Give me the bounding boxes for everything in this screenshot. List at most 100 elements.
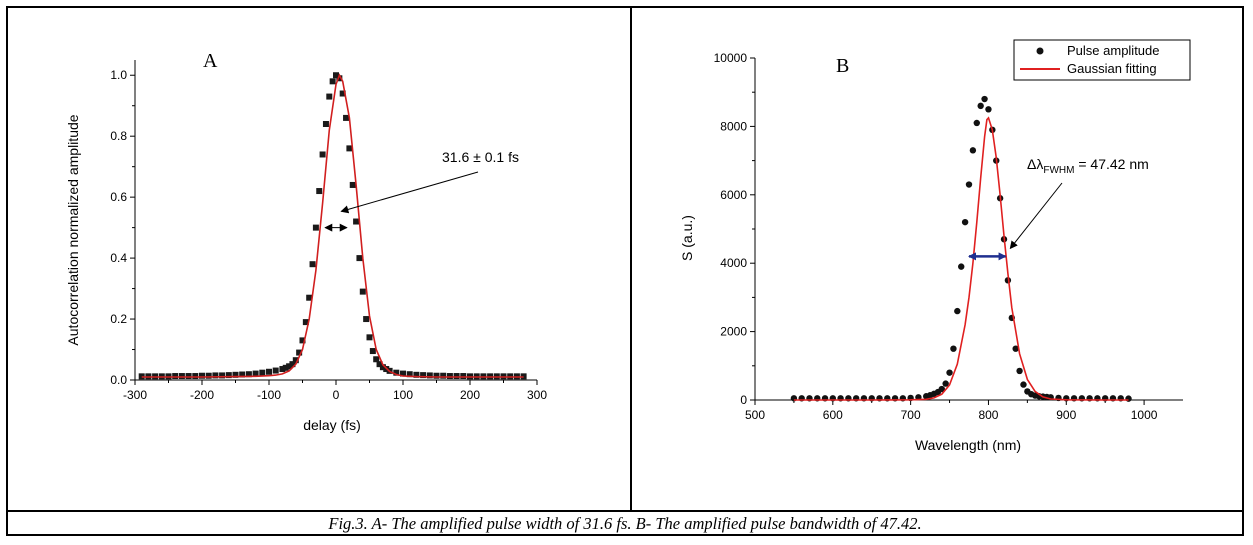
panel-a-data-point	[446, 373, 453, 380]
panel-a-y-tick-label: 1.0	[110, 68, 127, 82]
panel-b-annotation-pointer	[1009, 182, 1063, 250]
panel-b-xlabel: Wavelength (nm)	[915, 437, 1021, 453]
panel-b-y-tick-label: 2000	[720, 325, 747, 339]
panel-b-data-point	[981, 95, 988, 103]
panel-a-data-point	[413, 371, 420, 378]
panel-b-x-tick-label: 600	[823, 408, 843, 422]
panel-b-y-tick-label: 4000	[720, 256, 747, 270]
legend-label-gaussian-fitting: Gaussian fitting	[1067, 61, 1157, 76]
panel-b-x-tick-label: 500	[745, 408, 765, 422]
panel-b-data-point	[958, 263, 965, 270]
panel-a-data-point	[379, 364, 386, 371]
panel-a-data-point	[326, 93, 333, 100]
panel-a-data-point	[279, 366, 286, 373]
panel-b-data-point	[961, 218, 969, 226]
panel-a-x-tick-label: 100	[393, 388, 413, 402]
panel-a-data-point	[232, 371, 239, 378]
annotation-delta-lambda: Δλ	[1027, 156, 1043, 172]
annotation-value: = 47.42 nm	[1074, 156, 1148, 172]
figure-frame	[6, 6, 1244, 536]
panel-a-x-tick-label: -300	[123, 388, 147, 402]
panel-a-data-point	[329, 78, 336, 85]
panel-a-label: A	[203, 50, 218, 72]
panel-a-data-point	[185, 373, 192, 380]
panel-b-data-point	[946, 369, 953, 376]
panel-b-data-point	[942, 380, 949, 387]
panel-b-y-tick-label: 0	[740, 393, 747, 407]
panel-a-data-point	[299, 337, 306, 344]
panel-a-y-tick-label: 0.2	[110, 312, 127, 326]
panel-a-data-point	[309, 261, 316, 268]
panel-a-data-point	[259, 369, 266, 376]
panel-a-data-point	[319, 151, 326, 158]
panel-a-data-point	[252, 370, 259, 377]
panel-b-ylabel: S (a.u.)	[679, 215, 695, 261]
panel-a-data-point	[353, 218, 360, 225]
panel-b-x-tick-label: 700	[901, 408, 921, 422]
panel-a-data-point	[349, 181, 356, 188]
panel-a-data-point	[366, 334, 373, 341]
panel-a-y-tick-label: 0.8	[110, 129, 127, 143]
panel-a-annotation: 31.6 ± 0.1 fs	[442, 149, 519, 165]
panel-b-data-point	[938, 385, 945, 393]
panel-a-y-tick-label: 0.6	[110, 190, 127, 204]
panel-b-y-tick-label: 8000	[720, 119, 747, 133]
panel-b-data-point	[1125, 395, 1132, 402]
panel-b-data-point	[985, 106, 992, 113]
panel-a-data-point	[316, 188, 323, 195]
panel-a-data-point	[239, 371, 246, 378]
legend: Pulse amplitude Gaussian fitting	[1013, 39, 1191, 81]
panel-a-data-point	[333, 72, 339, 79]
panel-b-data-point	[969, 147, 977, 154]
panel-a-data-point	[205, 372, 212, 379]
panel-b-data-point	[977, 102, 984, 110]
panel-a-annotation-pointer	[340, 171, 479, 214]
panel-a-data-point	[286, 363, 293, 370]
panel-a-data-point	[289, 361, 296, 368]
panel-b-x-tick-label: 800	[978, 408, 998, 422]
panel-b-fit-line	[793, 116, 1129, 401]
panel-a-data-point	[245, 371, 252, 378]
panel-a-data-point	[296, 349, 303, 356]
panel-a-x-tick-label: -200	[190, 388, 214, 402]
panel-a-data-point	[460, 373, 467, 380]
panel-a-data-point	[343, 114, 350, 121]
panel-a-data-point	[336, 75, 343, 82]
legend-box	[1013, 39, 1191, 81]
panel-a-y-tick-label: 0.0	[110, 373, 127, 387]
panel-a-x-tick-label: 300	[527, 388, 547, 402]
panel-a-data-point	[376, 361, 383, 368]
legend-label-pulse-amplitude: Pulse amplitude	[1067, 43, 1160, 58]
legend-marker-pulse-amplitude	[1036, 47, 1044, 55]
panel-b-data-point	[1016, 367, 1023, 375]
panel-b-y-tick-label: 10000	[714, 51, 748, 65]
panel-a-x-tick-label: 0	[333, 388, 340, 402]
panel-b-x-tick-label: 1000	[1131, 408, 1158, 422]
panel-a-data-point	[369, 348, 376, 355]
panel-a-xlabel: delay (fs)	[303, 417, 361, 433]
panel-b-data-point	[950, 345, 957, 352]
panel-a-data-point	[433, 372, 440, 379]
panel-b-data-point	[1020, 381, 1027, 388]
panel-a-data-point	[426, 372, 433, 379]
panel-b-data-point	[954, 307, 961, 315]
panel-a-data-point	[440, 372, 447, 379]
panel-a-data-point	[322, 121, 329, 127]
panel-a-data-point	[346, 145, 353, 152]
panel-a-data-point	[266, 368, 272, 375]
panel-a-data-point	[225, 372, 232, 379]
panel-a-data-point	[306, 294, 313, 301]
panel-b-label: B	[836, 55, 849, 77]
panel-a-data-point	[178, 373, 185, 380]
panel-a-data-point	[172, 373, 179, 380]
panel-a-data-point	[453, 373, 460, 380]
panel-b-plot: 500 600 700 800 900 1000020004000600080001000…	[714, 51, 1183, 422]
panel-divider	[630, 6, 632, 512]
panel-b-data-point	[973, 119, 980, 127]
panel-a-ylabel: Autocorrelation normalized amplitude	[65, 114, 81, 345]
annotation-subscript: FWHM	[1043, 165, 1074, 176]
panel-a-x-tick-label: -100	[257, 388, 281, 402]
panel-a-data-point	[406, 371, 413, 378]
panel-a-data-point	[359, 288, 366, 295]
